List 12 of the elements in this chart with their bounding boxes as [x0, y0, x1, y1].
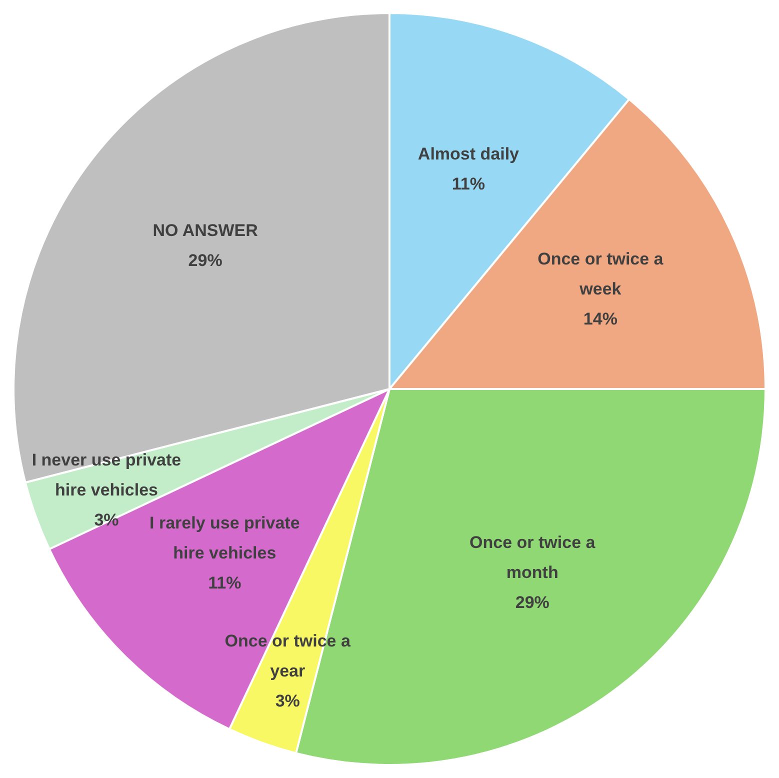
slice-label: Once or twice a week	[538, 249, 664, 298]
data-label: 29%	[515, 592, 550, 612]
data-label: 11%	[452, 174, 486, 194]
data-label: 14%	[583, 309, 618, 328]
data-label: 11%	[208, 574, 242, 593]
data-label: 29%	[188, 250, 222, 270]
slice-label: I never use private hire vehicles	[32, 450, 182, 500]
slice-label: NO ANSWER	[152, 220, 258, 240]
slice-label: Once or twice a month	[470, 532, 596, 582]
data-label: 3%	[275, 692, 300, 711]
slice-label: I rarely use private hire vehicles	[150, 514, 300, 563]
slice-label: Almost daily	[418, 144, 520, 164]
